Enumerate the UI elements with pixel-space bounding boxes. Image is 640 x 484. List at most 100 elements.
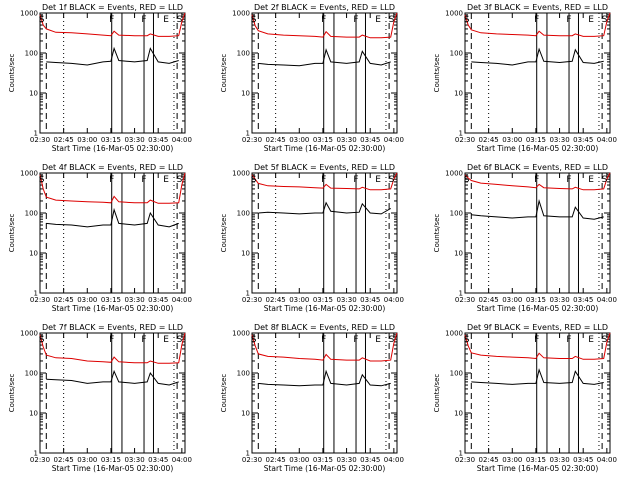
- x-tick-label: 02:45: [54, 296, 74, 304]
- x-tick-label: 03:30: [336, 136, 356, 144]
- series-events-line: [471, 199, 604, 220]
- x-tick-label: 04:00: [172, 296, 192, 304]
- x-tick-label: 03:15: [313, 136, 333, 144]
- x-axis-label: Start Time (16-Mar-05 02:30:00): [477, 464, 599, 473]
- series-events-line: [471, 47, 604, 66]
- panel-det-8f: Det 8f BLACK = Events, RED = LLD 1 10 100 10…: [220, 323, 404, 473]
- y-tick-label: 100: [450, 50, 463, 58]
- x-tick-label: 03:45: [148, 296, 168, 304]
- y-tick-label: 100: [237, 370, 250, 378]
- y-tick-label: 1: [246, 450, 250, 458]
- x-tick-label: 02:45: [266, 296, 286, 304]
- event-marker-f: F: [141, 335, 146, 345]
- y-tick-label: 100: [237, 210, 250, 218]
- y-tick-label: 1000: [232, 170, 250, 178]
- plot-frame: [251, 12, 398, 134]
- event-marker-f: F: [534, 175, 539, 185]
- x-tick-label: 02:30: [242, 456, 262, 464]
- panel-title: Det 2f BLACK = Events, RED = LLD: [254, 3, 395, 12]
- event-marker-s: S: [251, 175, 257, 185]
- series-lld-line: [39, 12, 186, 37]
- panel-det-7f: Det 7f BLACK = Events, RED = LLD 1 10 100 10…: [8, 323, 192, 473]
- x-tick-label: 03:45: [360, 456, 380, 464]
- series-events-line: [46, 369, 179, 386]
- x-tick-label: 02:45: [479, 136, 499, 144]
- event-marker-f: F: [534, 335, 539, 345]
- plot-frame: [251, 332, 398, 454]
- event-marker-s: S: [39, 15, 45, 25]
- x-tick-label: 03:00: [77, 456, 97, 464]
- panel-title: Det 7f BLACK = Events, RED = LLD: [42, 323, 183, 332]
- y-tick-label: 100: [25, 370, 38, 378]
- event-marker-f: F: [353, 15, 358, 25]
- y-tick-label: 100: [237, 50, 250, 58]
- x-tick-label: 02:45: [54, 456, 74, 464]
- y-tick-label: 1: [34, 130, 38, 138]
- y-axis-label: Counts/sec: [8, 214, 16, 253]
- x-tick-label: 04:00: [384, 296, 404, 304]
- x-tick-label: 03:00: [289, 136, 309, 144]
- y-axis-label: Counts/sec: [220, 54, 228, 93]
- event-marker-e: E: [375, 175, 381, 185]
- event-marker-s: S: [177, 15, 183, 25]
- y-tick-label: 1: [459, 290, 463, 298]
- series-lld-line: [251, 172, 398, 191]
- series-events-line: [258, 201, 391, 215]
- plot-frame: [39, 172, 186, 294]
- y-axis-label: Counts/sec: [433, 54, 441, 93]
- event-marker-f: F: [321, 175, 326, 185]
- x-axis-label: Start Time (16-Mar-05 02:30:00): [52, 464, 174, 473]
- event-marker-s: S: [177, 335, 183, 345]
- x-axis-label: Start Time (16-Mar-05 02:30:00): [264, 304, 386, 313]
- x-tick-label: 03:00: [502, 456, 522, 464]
- series-events-line: [471, 368, 604, 385]
- event-marker-s: S: [464, 335, 470, 345]
- x-tick-label: 03:30: [549, 456, 569, 464]
- x-tick-label: 02:30: [455, 136, 475, 144]
- y-tick-label: 10: [241, 410, 250, 418]
- panel-det-2f: Det 2f BLACK = Events, RED = LLD 1 10 100 10…: [220, 3, 404, 153]
- x-tick-label: 03:00: [289, 296, 309, 304]
- plot-frame: [39, 12, 186, 134]
- event-marker-f: F: [353, 335, 358, 345]
- y-tick-label: 1: [34, 450, 38, 458]
- x-tick-label: 04:00: [597, 456, 617, 464]
- event-marker-f: F: [109, 335, 114, 345]
- event-marker-s: S: [177, 175, 183, 185]
- panel-det-5f: Det 5f BLACK = Events, RED = LLD 1 10 100 10…: [220, 163, 404, 313]
- y-tick-label: 1: [459, 130, 463, 138]
- event-marker-e: E: [588, 335, 594, 345]
- event-marker-s: S: [389, 175, 395, 185]
- plot-frame: [464, 12, 611, 134]
- y-axis-label: Counts/sec: [433, 214, 441, 253]
- panel-det-1f: Det 1f BLACK = Events, RED = LLD 1 10 100 10…: [8, 3, 192, 153]
- x-tick-label: 02:30: [242, 136, 262, 144]
- x-tick-label: 04:00: [597, 296, 617, 304]
- x-tick-label: 03:30: [124, 136, 144, 144]
- event-marker-f: F: [141, 175, 146, 185]
- x-tick-label: 03:00: [77, 136, 97, 144]
- event-marker-e: E: [375, 15, 381, 25]
- x-axis-label: Start Time (16-Mar-05 02:30:00): [52, 304, 174, 313]
- y-tick-label: 100: [450, 370, 463, 378]
- x-tick-label: 03:30: [549, 296, 569, 304]
- x-tick-label: 03:15: [526, 456, 546, 464]
- x-tick-label: 02:45: [479, 456, 499, 464]
- x-axis-label: Start Time (16-Mar-05 02:30:00): [264, 144, 386, 153]
- event-marker-e: E: [588, 175, 594, 185]
- x-tick-label: 03:15: [101, 296, 121, 304]
- panel-det-6f: Det 6f BLACK = Events, RED = LLD 1 10 100 10…: [433, 163, 617, 313]
- y-tick-label: 10: [29, 410, 38, 418]
- y-tick-label: 1: [459, 450, 463, 458]
- event-marker-s: S: [389, 15, 395, 25]
- x-tick-label: 02:30: [30, 136, 50, 144]
- x-tick-label: 03:30: [336, 456, 356, 464]
- plot-frame: [464, 172, 611, 294]
- event-marker-s: S: [602, 15, 608, 25]
- y-tick-label: 10: [454, 250, 463, 258]
- event-marker-f: F: [109, 15, 114, 25]
- y-axis-label: Counts/sec: [8, 374, 16, 413]
- x-tick-label: 03:45: [148, 136, 168, 144]
- x-tick-label: 04:00: [384, 136, 404, 144]
